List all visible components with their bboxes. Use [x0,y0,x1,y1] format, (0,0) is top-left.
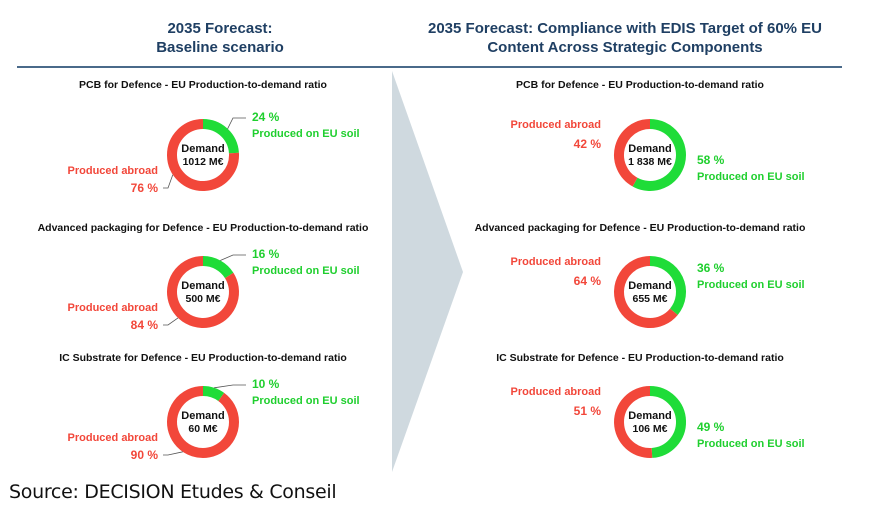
arrow-shape [392,71,463,472]
eu-percentage: 16 % [252,247,280,261]
eu-label: Produced on EU soil [252,128,360,140]
abroad-percentage: 42 % [573,137,601,151]
demand-label: Demand [628,410,671,422]
abroad-leader-line [163,174,174,189]
abroad-label: Produced abroad [67,165,158,177]
demand-label: Demand [181,143,224,155]
baseline-header: 2035 Forecast: Baseline scenario [60,19,380,57]
eu-label: Produced on EU soil [252,265,360,277]
abroad-label: Produced abroad [67,302,158,314]
abroad-percentage: 84 % [130,318,158,332]
eu-percentage: 24 % [252,110,280,124]
abroad-label: Produced abroad [510,119,601,131]
demand-value: 1 838 M€ [628,156,672,168]
eu-leader-line [220,254,246,261]
demand-label: Demand [181,280,224,292]
eu-segment [202,386,225,402]
eu-percentage: 49 % [697,420,725,434]
abroad-segment [167,256,239,328]
abroad-leader-line [163,317,179,326]
eu-leader-line [227,117,246,129]
panel-title: IC Substrate for Defence - EU Production… [496,352,784,364]
panel-title: PCB for Defence - EU Production-to-deman… [516,79,764,91]
panel-title: PCB for Defence - EU Production-to-deman… [79,79,327,91]
abroad-label: Produced abroad [67,432,158,444]
baseline-header-line2: Baseline scenario [156,39,284,56]
edis-header-line1: 2035 Forecast: Compliance with EDIS Targ… [428,20,822,37]
panel-title: Advanced packaging for Defence - EU Prod… [37,222,369,234]
demand-label: Demand [628,280,671,292]
demand-label: Demand [628,143,671,155]
edis-header: 2035 Forecast: Compliance with EDIS Targ… [405,19,845,57]
abroad-segment [614,256,678,328]
abroad-percentage: 64 % [573,274,601,288]
abroad-segment [614,386,653,458]
header-divider [17,66,842,68]
abroad-segment [167,386,239,458]
abroad-leader-line [163,451,183,456]
abroad-percentage: 90 % [130,448,158,462]
abroad-label: Produced abroad [510,256,601,268]
abroad-percentage: 51 % [573,404,601,418]
eu-segment [632,119,686,191]
eu-segment [649,386,686,458]
demand-value: 60 M€ [188,423,217,435]
demand-value: 1012 M€ [183,156,224,168]
eu-label: Produced on EU soil [697,171,805,183]
edis-header-line2: Content Across Strategic Components [487,39,763,56]
demand-value: 500 M€ [185,293,220,305]
eu-percentage: 58 % [697,153,725,167]
eu-percentage: 10 % [252,377,280,391]
abroad-percentage: 76 % [130,181,158,195]
eu-segment [649,256,686,315]
demand-value: 106 M€ [632,423,667,435]
source-note: Source: DECISION Etudes & Conseil [9,481,337,503]
demand-label: Demand [181,410,224,422]
panel-title: IC Substrate for Defence - EU Production… [59,352,347,364]
eu-leader-line [214,384,246,389]
eu-percentage: 36 % [697,261,725,275]
eu-label: Produced on EU soil [252,395,360,407]
abroad-segment [167,119,239,191]
eu-label: Produced on EU soil [697,279,805,291]
baseline-header-line1: 2035 Forecast: [167,20,273,37]
demand-value: 655 M€ [632,293,667,305]
abroad-label: Produced abroad [510,386,601,398]
panel-title: Advanced packaging for Defence - EU Prod… [474,222,806,234]
eu-segment [202,256,234,279]
eu-label: Produced on EU soil [697,438,805,450]
eu-segment [202,119,239,154]
abroad-segment [614,119,651,187]
